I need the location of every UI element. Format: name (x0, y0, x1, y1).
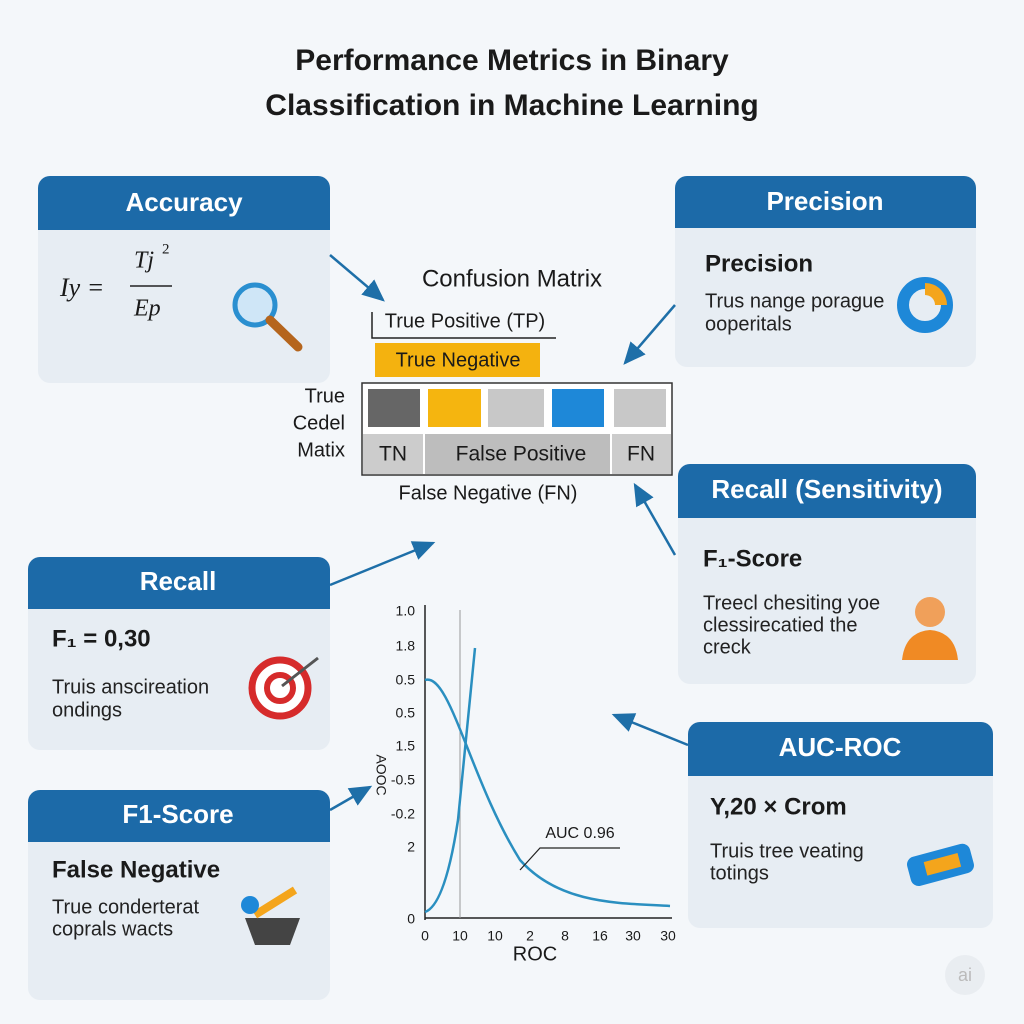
card-body: ondings (52, 699, 122, 721)
card-body: Truis anscireation (52, 676, 209, 698)
formula: Tj (134, 248, 154, 274)
x-tick-label: 2 (526, 928, 534, 944)
matrix-side-label: Matix (297, 439, 345, 461)
recall-sensitivity-card: Recall (Sensitivity) F₁-Score Treecl che… (678, 464, 976, 684)
formula: Iy = (59, 273, 104, 302)
arrows (329, 254, 689, 812)
accuracy-card: Accuracy Iy = Tj 2 Ep (38, 176, 330, 383)
y-tick-label: 1.8 (396, 638, 416, 654)
card-body: clessirecatied the (703, 614, 858, 636)
card-body: Truis tree veating (710, 840, 864, 862)
x-tick-label: 30 (660, 928, 676, 944)
y-tick-label: 2 (407, 839, 415, 855)
card-body: totings (710, 862, 769, 884)
matrix-cell: False Positive (456, 443, 587, 466)
card-title: F1-Score (122, 799, 233, 829)
confusion-matrix: Confusion Matrix True Positive (TP) True… (293, 265, 673, 504)
card-body: creck (703, 636, 752, 658)
card-subtitle: Y,20 × Crom (710, 793, 847, 820)
x-tick-label: 8 (561, 928, 569, 944)
watermark: ai (958, 965, 972, 985)
x-tick-label: 10 (487, 928, 503, 944)
plot-annotation: AUC 0.96 (545, 825, 614, 842)
y-tick-label: 0 (407, 911, 415, 927)
f1-card: F1-Score False Negative True conderterat… (28, 790, 330, 1000)
matrix-cell: TN (379, 443, 407, 466)
y-tick-label: 0.5 (396, 705, 416, 721)
formula: 2 (162, 241, 170, 257)
matrix-title: Confusion Matrix (422, 265, 602, 292)
card-title: AUC-ROC (779, 732, 902, 762)
y-tick-label: 0.5 (396, 672, 416, 688)
card-title: Recall (Sensitivity) (711, 474, 942, 504)
roc-plot: AUC 0.96 AOOC ROC 1.0 1.8 0.5 0.5 1.5 -0… (373, 603, 676, 966)
card-subtitle: F₁-Score (703, 545, 802, 572)
card-body: True conderterat (52, 896, 200, 918)
card-body: coprals wacts (52, 918, 173, 940)
card-title: Recall (140, 566, 217, 596)
card-subtitle: Precision (705, 250, 813, 277)
matrix-side-label: True (305, 385, 345, 407)
card-body: ooperitals (705, 313, 792, 335)
auc-roc-card: AUC-ROC Y,20 × Crom Truis tree veating t… (688, 722, 993, 928)
x-axis-label: ROC (513, 943, 557, 965)
y-tick-label: -0.5 (391, 772, 415, 788)
title: Classification in Machine Learning (265, 89, 758, 122)
card-subtitle: False Negative (52, 856, 220, 883)
formula: Ep (133, 296, 161, 322)
card-body: Trus nange porague (705, 290, 884, 312)
watermark-badge (945, 955, 985, 995)
title: Performance Metrics in Binary (295, 44, 729, 77)
card-body: Treecl chesiting yoe (703, 592, 880, 614)
matrix-label: True Negative (396, 349, 521, 371)
x-tick-label: 0 (421, 928, 429, 944)
matrix-side-label: Cedel (293, 412, 345, 434)
matrix-label: False Negative (FN) (399, 482, 578, 504)
x-tick-label: 16 (592, 928, 608, 944)
x-tick-label: 10 (452, 928, 468, 944)
card-title: Accuracy (125, 187, 243, 217)
y-tick-label: 1.5 (396, 738, 416, 754)
card-subtitle: F₁ = 0,30 (52, 625, 151, 652)
y-tick-label: 1.0 (396, 603, 416, 619)
matrix-cell: FN (627, 443, 655, 466)
y-tick-label: -0.2 (391, 806, 415, 822)
matrix-label: True Positive (TP) (385, 310, 545, 332)
precision-card: Precision Precision Trus nange porague o… (675, 176, 976, 367)
y-axis-label: AOOC (373, 754, 389, 795)
recall-card: Recall F₁ = 0,30 Truis anscireation ondi… (28, 557, 330, 750)
x-tick-label: 30 (625, 928, 641, 944)
card-title: Precision (766, 186, 883, 216)
